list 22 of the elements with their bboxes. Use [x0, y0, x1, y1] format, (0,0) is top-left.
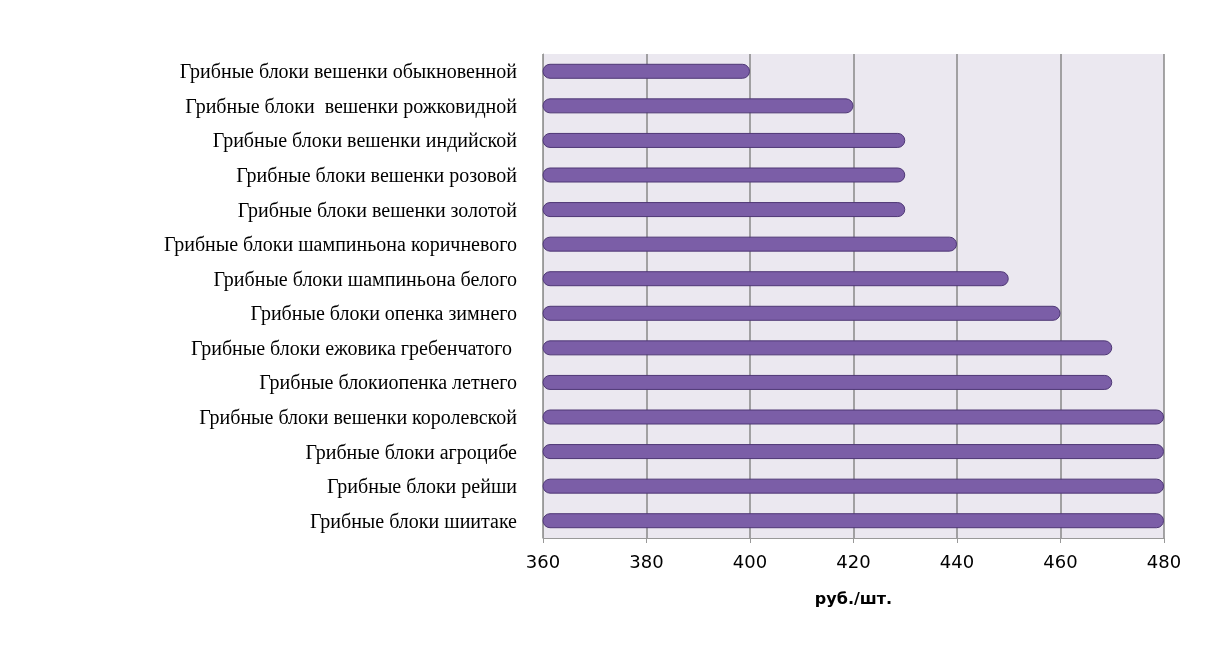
- x-tick-label: 360: [525, 550, 561, 572]
- y-tick-label: Грибные блоки рейши: [327, 475, 518, 499]
- y-tick-label: Грибные блоки вешенки золотой: [237, 198, 518, 222]
- x-tick-label: 460: [1043, 550, 1078, 572]
- y-tick-label: Грибные блоки шампиньона белого: [213, 267, 517, 291]
- x-tick-label: 400: [732, 550, 768, 572]
- y-tick-label: Грибные блоки вешенки розовой: [236, 164, 518, 187]
- y-tick-label: Грибные блоки агроцибе: [305, 440, 518, 464]
- y-tick-label: Грибные блокиопенка летнего: [259, 371, 517, 395]
- y-tick-label: Грибные блоки вешенки рожковидной: [185, 94, 518, 118]
- y-tick-label: Грибные блоки вешенки индийской: [212, 129, 518, 153]
- x-tick-label: 420: [836, 550, 871, 572]
- y-tick-label: Грибные блоки ежовика гребенчатого: [190, 336, 517, 360]
- x-axis-title: руб./шт.: [814, 588, 893, 608]
- y-tick-label: Грибные блоки шампиньона коричневого: [163, 233, 517, 257]
- y-tick-label: Грибные блоки опенка зимнего: [250, 302, 517, 326]
- y-tick-label: Грибные блоки шиитаке: [309, 509, 518, 533]
- y-tick-label: Грибные блоки вешенки обыкновенной: [179, 60, 518, 84]
- x-tick-label: 440: [939, 550, 975, 572]
- x-tick-label: 380: [629, 550, 664, 572]
- y-tick-label: Грибные блоки вешенки королевской: [199, 406, 518, 429]
- x-tick-label: 480: [1146, 550, 1182, 572]
